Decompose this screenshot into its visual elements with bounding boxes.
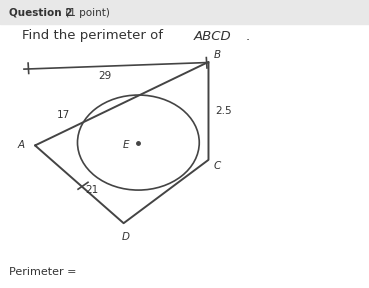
Text: (1 point): (1 point) [62,8,110,18]
Bar [0,0,369,24]
Text: Perimeter =: Perimeter = [9,267,77,277]
Text: Find the perimeter of: Find the perimeter of [22,29,168,43]
Text: 17: 17 [57,110,70,120]
Text: D: D [121,232,130,242]
Text: 2.5: 2.5 [215,106,232,116]
Text: B: B [214,50,221,60]
Text: A: A [18,141,25,150]
Text: Question 2: Question 2 [9,8,73,18]
Text: ABCD: ABCD [194,29,231,43]
Text: E: E [123,141,129,150]
Text: 29: 29 [99,71,112,81]
Text: .: . [245,29,249,43]
Text: C: C [214,161,221,171]
Text: 21: 21 [85,185,98,195]
